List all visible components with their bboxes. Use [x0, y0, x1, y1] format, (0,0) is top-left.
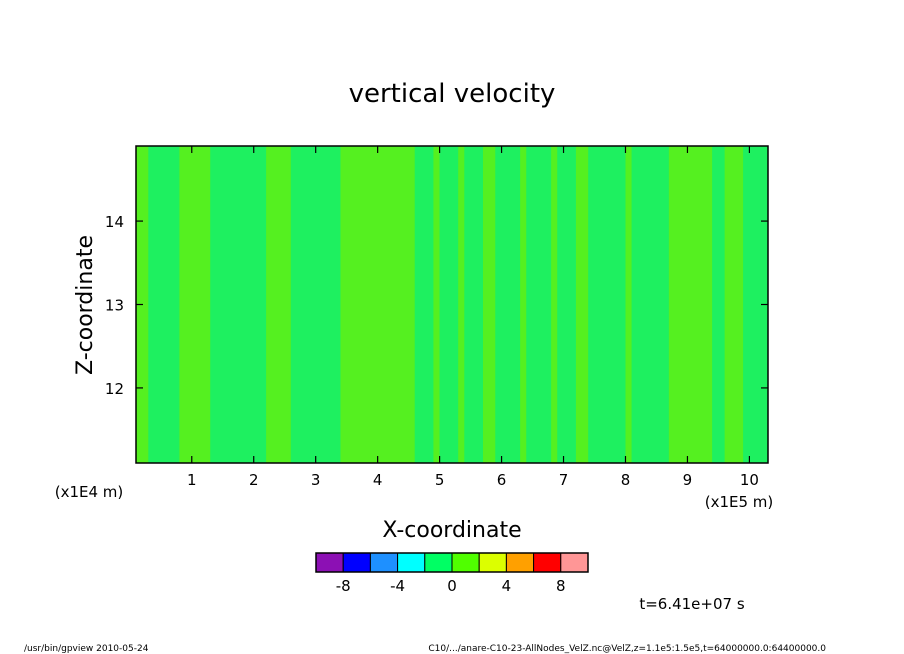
x-tick-label: 5 [435, 471, 445, 489]
colorbar-segment [560, 552, 589, 573]
x-tick-label: 8 [621, 471, 631, 489]
field-band [148, 146, 180, 463]
y-tick-label: 13 [105, 297, 124, 315]
field-band [668, 146, 713, 463]
colorbar-segment [424, 552, 453, 573]
colorbar-segment [533, 552, 562, 573]
field-band [464, 146, 483, 463]
y-axis-label: Z-coordinate [73, 235, 98, 375]
chart-title: vertical velocity [349, 79, 556, 109]
x-tick-label: 2 [249, 471, 259, 489]
colorbar-tick-label: 0 [447, 577, 457, 595]
y-tick-label: 14 [105, 213, 124, 231]
field-band [340, 146, 415, 463]
field-band [495, 146, 521, 463]
colorbar-tick-label: 8 [556, 577, 566, 595]
x-tick-label: 9 [683, 471, 693, 489]
field-band [575, 146, 589, 463]
field-plot-area [136, 146, 768, 463]
field-band [210, 146, 267, 463]
colorbar-tick-label: 4 [502, 577, 512, 595]
field-band [179, 146, 211, 463]
field-band [551, 146, 558, 463]
colorbar-segment [315, 552, 344, 573]
field-band [557, 146, 576, 463]
field-band [414, 146, 434, 463]
x-tick-label: 10 [740, 471, 759, 489]
x-tick-label: 1 [187, 471, 197, 489]
field-band [290, 146, 341, 463]
field-band [631, 146, 669, 463]
time-label: t=6.41e+07 s [639, 595, 745, 613]
field-band [724, 146, 744, 463]
colorbar-tick-label: -4 [390, 577, 405, 595]
field-band [433, 146, 440, 463]
footer-left: /usr/bin/gpview 2010-05-24 [24, 644, 149, 654]
x-tick-label: 3 [311, 471, 321, 489]
field-band [482, 146, 496, 463]
colorbar-segment [451, 552, 480, 573]
colorbar-frame [315, 552, 589, 573]
field-band [266, 146, 291, 463]
x-tick-label: 4 [373, 471, 383, 489]
colorbar: -8 -4 0 4 8 [315, 552, 589, 595]
y-axis-ticks: 12 13 14 [105, 213, 768, 398]
colorbar-segment [505, 552, 535, 573]
colorbar-segment [369, 552, 399, 573]
colorbar-segment [478, 552, 507, 573]
y-scale-label: (x1E4 m) [55, 483, 124, 501]
field-band [526, 146, 552, 463]
footer-right: C10/.../anare-C10-23-AllNodes_VelZ.nc@Ve… [428, 644, 826, 654]
x-tick-label: 6 [497, 471, 507, 489]
colorbar-segment [342, 552, 371, 573]
x-axis-label: X-coordinate [382, 518, 521, 543]
colorbar-tick-label: -8 [336, 577, 351, 595]
x-axis-ticks: 1 2 3 4 5 6 7 8 9 10 [187, 146, 759, 489]
x-scale-label: (x1E5 m) [705, 493, 774, 511]
x-tick-label: 7 [559, 471, 569, 489]
y-tick-label: 12 [105, 380, 124, 398]
field-band [625, 146, 632, 463]
field-band [588, 146, 626, 463]
colorbar-segment [397, 552, 426, 573]
field-band [458, 146, 465, 463]
field-band [520, 146, 527, 463]
field-band [712, 146, 725, 463]
field-band [439, 146, 459, 463]
